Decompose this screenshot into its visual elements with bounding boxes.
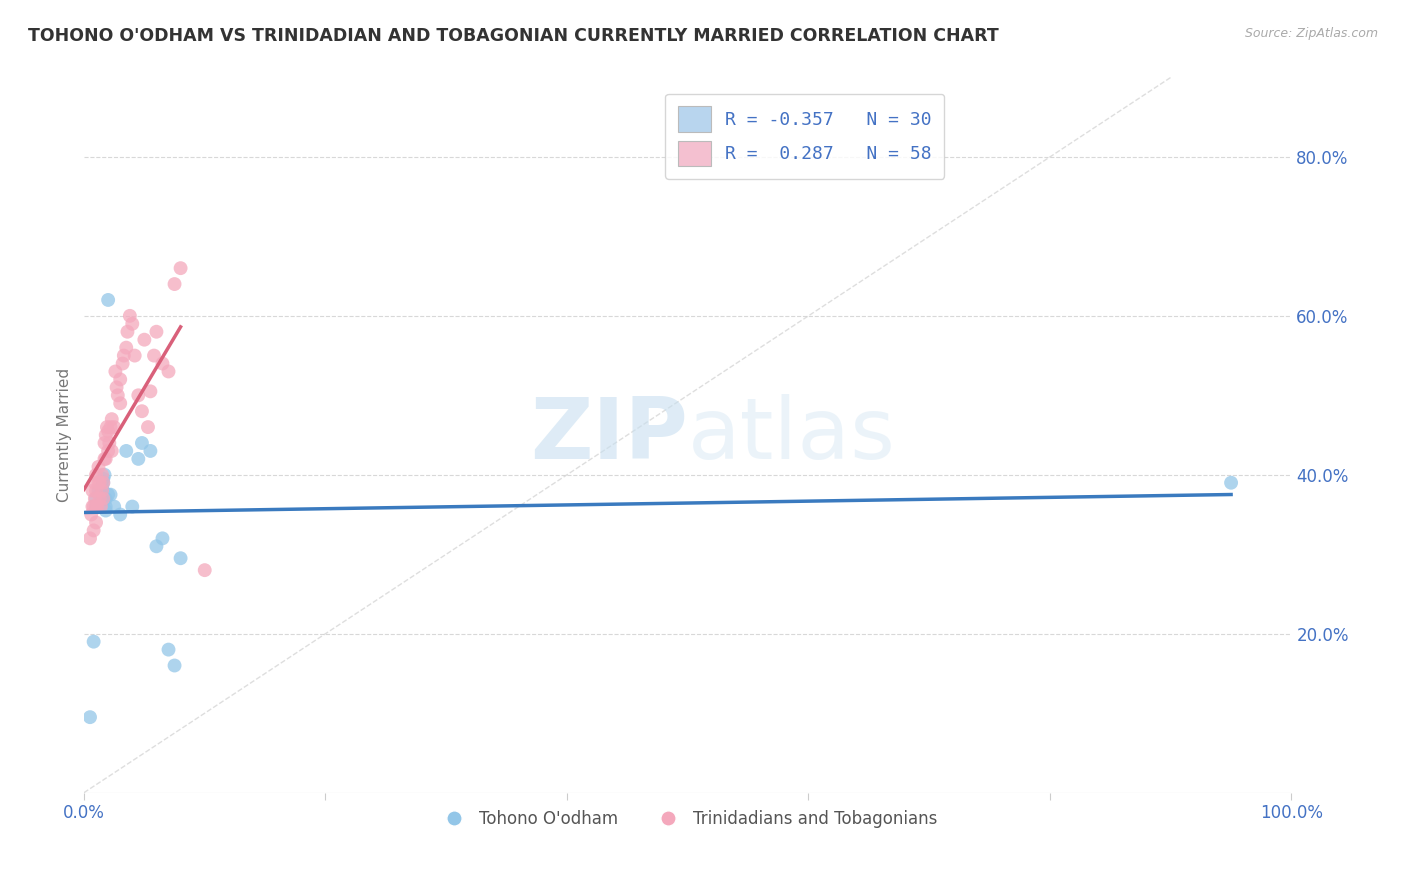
- Point: [100, 444, 122, 458]
- Point: [89, 488, 111, 502]
- Point: [91, 483, 114, 498]
- Point: [157, 642, 180, 657]
- Point: [134, 333, 156, 347]
- Point: [145, 539, 167, 553]
- Point: [86, 500, 108, 514]
- Point: [104, 364, 127, 378]
- Text: ZIP: ZIP: [530, 393, 688, 476]
- Point: [169, 551, 191, 566]
- Text: Source: ZipAtlas.com: Source: ZipAtlas.com: [1244, 27, 1378, 40]
- Point: [84, 483, 107, 498]
- Point: [127, 451, 149, 466]
- Point: [124, 349, 146, 363]
- Point: [83, 634, 105, 648]
- Point: [139, 384, 162, 399]
- Point: [100, 412, 122, 426]
- Point: [80, 508, 103, 522]
- Point: [100, 420, 122, 434]
- Point: [103, 500, 125, 514]
- Point: [169, 261, 191, 276]
- Point: [93, 451, 115, 466]
- Point: [87, 459, 110, 474]
- Point: [98, 436, 121, 450]
- Text: TOHONO O'ODHAM VS TRINIDADIAN AND TOBAGONIAN CURRENTLY MARRIED CORRELATION CHART: TOHONO O'ODHAM VS TRINIDADIAN AND TOBAGO…: [28, 27, 998, 45]
- Point: [131, 404, 153, 418]
- Y-axis label: Currently Married: Currently Married: [58, 368, 72, 502]
- Point: [91, 480, 114, 494]
- Point: [194, 563, 217, 577]
- Point: [112, 349, 135, 363]
- Point: [91, 483, 114, 498]
- Text: atlas: atlas: [688, 393, 896, 476]
- Point: [94, 428, 117, 442]
- Point: [87, 483, 110, 498]
- Point: [96, 420, 118, 434]
- Point: [84, 516, 107, 530]
- Point: [84, 491, 107, 506]
- Point: [91, 472, 114, 486]
- Point: [91, 491, 114, 506]
- Point: [157, 364, 180, 378]
- Point: [89, 491, 111, 506]
- Point: [97, 444, 120, 458]
- Point: [145, 325, 167, 339]
- Point: [103, 420, 125, 434]
- Point: [108, 396, 131, 410]
- Point: [84, 500, 107, 514]
- Point: [83, 491, 105, 506]
- Point: [94, 491, 117, 506]
- Point: [121, 317, 143, 331]
- Point: [117, 325, 139, 339]
- Point: [163, 658, 186, 673]
- Point: [93, 436, 115, 450]
- Legend: Tohono O'odham, Trinidadians and Tobagonians: Tohono O'odham, Trinidadians and Tobagon…: [432, 803, 945, 834]
- Point: [118, 309, 141, 323]
- Point: [163, 277, 186, 291]
- Point: [108, 372, 131, 386]
- Point: [121, 500, 143, 514]
- Point: [1220, 475, 1243, 490]
- Point: [152, 357, 174, 371]
- Point: [83, 500, 105, 514]
- Point: [94, 451, 117, 466]
- Point: [94, 503, 117, 517]
- Point: [97, 293, 120, 307]
- Point: [83, 475, 105, 490]
- Point: [82, 483, 104, 498]
- Point: [107, 388, 129, 402]
- Point: [136, 420, 159, 434]
- Point: [83, 524, 105, 538]
- Point: [91, 475, 114, 490]
- Point: [97, 424, 120, 438]
- Point: [84, 467, 107, 482]
- Point: [143, 349, 166, 363]
- Point: [93, 467, 115, 482]
- Point: [84, 500, 107, 514]
- Point: [91, 467, 114, 482]
- Point: [100, 488, 122, 502]
- Point: [108, 508, 131, 522]
- Point: [79, 532, 101, 546]
- Point: [87, 475, 110, 490]
- Point: [115, 444, 138, 458]
- Point: [97, 488, 120, 502]
- Point: [90, 500, 112, 514]
- Point: [115, 341, 138, 355]
- Point: [82, 500, 104, 514]
- Point: [131, 436, 153, 450]
- Point: [152, 532, 174, 546]
- Point: [91, 475, 114, 490]
- Point: [139, 444, 162, 458]
- Point: [105, 380, 128, 394]
- Point: [79, 710, 101, 724]
- Point: [111, 357, 134, 371]
- Point: [89, 475, 111, 490]
- Point: [127, 388, 149, 402]
- Point: [94, 500, 117, 514]
